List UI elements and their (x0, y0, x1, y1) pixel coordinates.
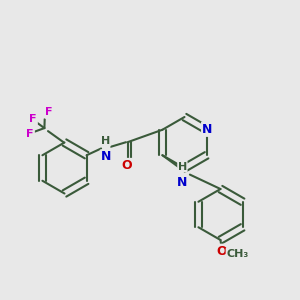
Text: H: H (178, 162, 187, 172)
Text: N: N (100, 150, 111, 163)
Text: F: F (26, 129, 34, 140)
Text: CH₃: CH₃ (227, 249, 249, 259)
Text: O: O (217, 245, 227, 258)
Text: N: N (177, 176, 188, 188)
Text: F: F (29, 114, 37, 124)
Text: F: F (45, 107, 53, 118)
Text: O: O (122, 159, 132, 172)
Text: N: N (202, 123, 213, 136)
Text: H: H (101, 136, 110, 146)
